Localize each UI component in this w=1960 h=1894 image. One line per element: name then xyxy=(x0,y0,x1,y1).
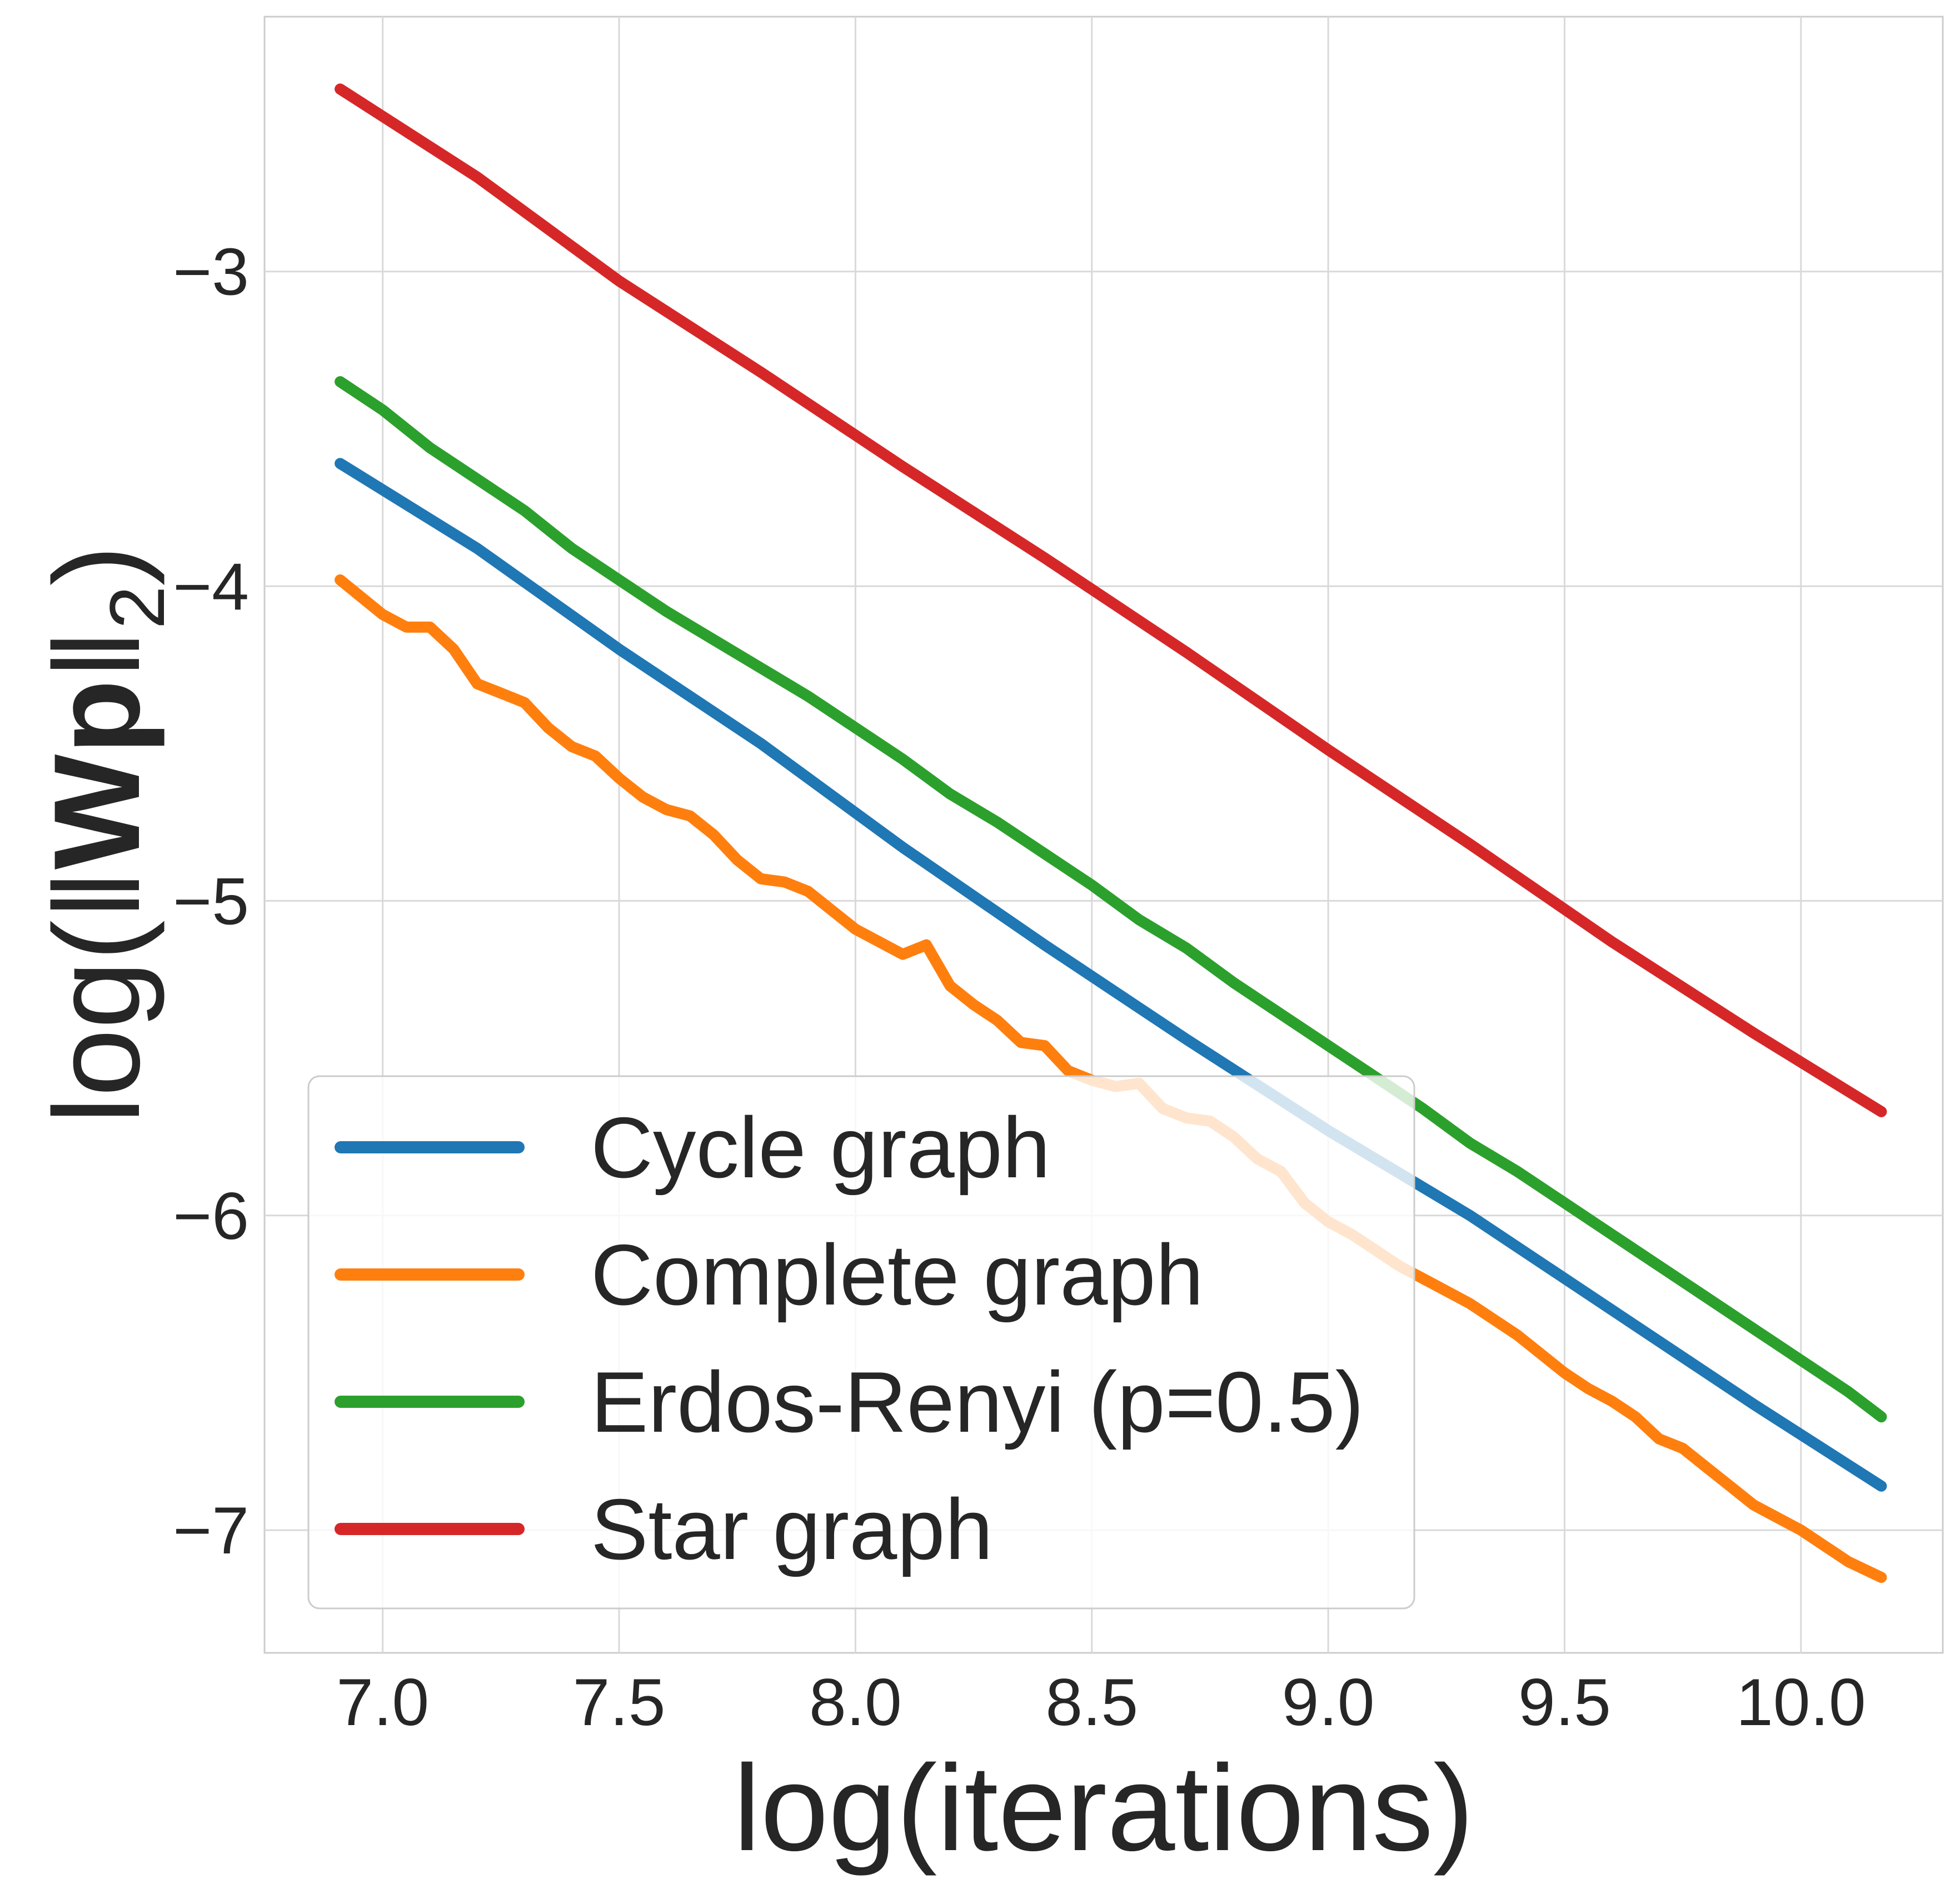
legend-label-complete-graph: Complete graph xyxy=(591,1227,1204,1323)
y-tick-label: −7 xyxy=(173,1493,249,1568)
x-tick-label: 7.0 xyxy=(336,1665,429,1740)
x-tick-label: 9.0 xyxy=(1282,1665,1375,1740)
x-tick-label: 8.0 xyxy=(809,1665,902,1740)
y-tick-label: −5 xyxy=(173,864,249,938)
x-tick-label: 8.5 xyxy=(1045,1665,1138,1740)
y-axis-label: log(‖Wp‖2) xyxy=(28,545,181,1124)
series-line-cycle-graph xyxy=(335,458,1887,1492)
legend-label-star-graph: Star graph xyxy=(591,1481,993,1577)
y-axis-label-close: ) xyxy=(28,545,165,586)
y-tick-label: −3 xyxy=(173,235,249,309)
legend-label-erdos-renyi-p-0-5: Erdos-Renyi (p=0.5) xyxy=(591,1354,1364,1450)
y-axis-label-suffix: ‖ xyxy=(28,629,165,679)
y-tick-labels: −3 −4 −5 −6 −7 xyxy=(173,235,249,1568)
x-tick-label: 7.5 xyxy=(573,1665,666,1740)
series-line-erdos-renyi-p-0-5 xyxy=(335,376,1887,1423)
legend-box xyxy=(307,1075,1415,1610)
x-tick-label: 10.0 xyxy=(1736,1665,1866,1740)
x-tick-label: 9.5 xyxy=(1518,1665,1611,1740)
y-tick-label: −4 xyxy=(173,549,249,624)
series-line-star-graph xyxy=(335,83,1887,1117)
y-tick-label: −6 xyxy=(173,1179,249,1253)
y-axis-label-subscript: 2 xyxy=(93,586,181,629)
x-axis-label: log(iterations) xyxy=(734,1740,1474,1876)
x-tick-labels: 7.0 7.5 8.0 8.5 9.0 9.5 10.0 xyxy=(336,1665,1866,1740)
legend-items: Cycle graph Complete graph Erdos-Renyi (p=… xyxy=(335,1100,1364,1577)
y-axis-label-bold: Wp xyxy=(28,679,165,869)
y-axis-label-prefix: log(‖ xyxy=(28,869,165,1124)
legend-label-cycle-graph: Cycle graph xyxy=(591,1100,1050,1196)
legend: Cycle graph Complete graph Erdos-Renyi (p=… xyxy=(307,1075,1415,1610)
